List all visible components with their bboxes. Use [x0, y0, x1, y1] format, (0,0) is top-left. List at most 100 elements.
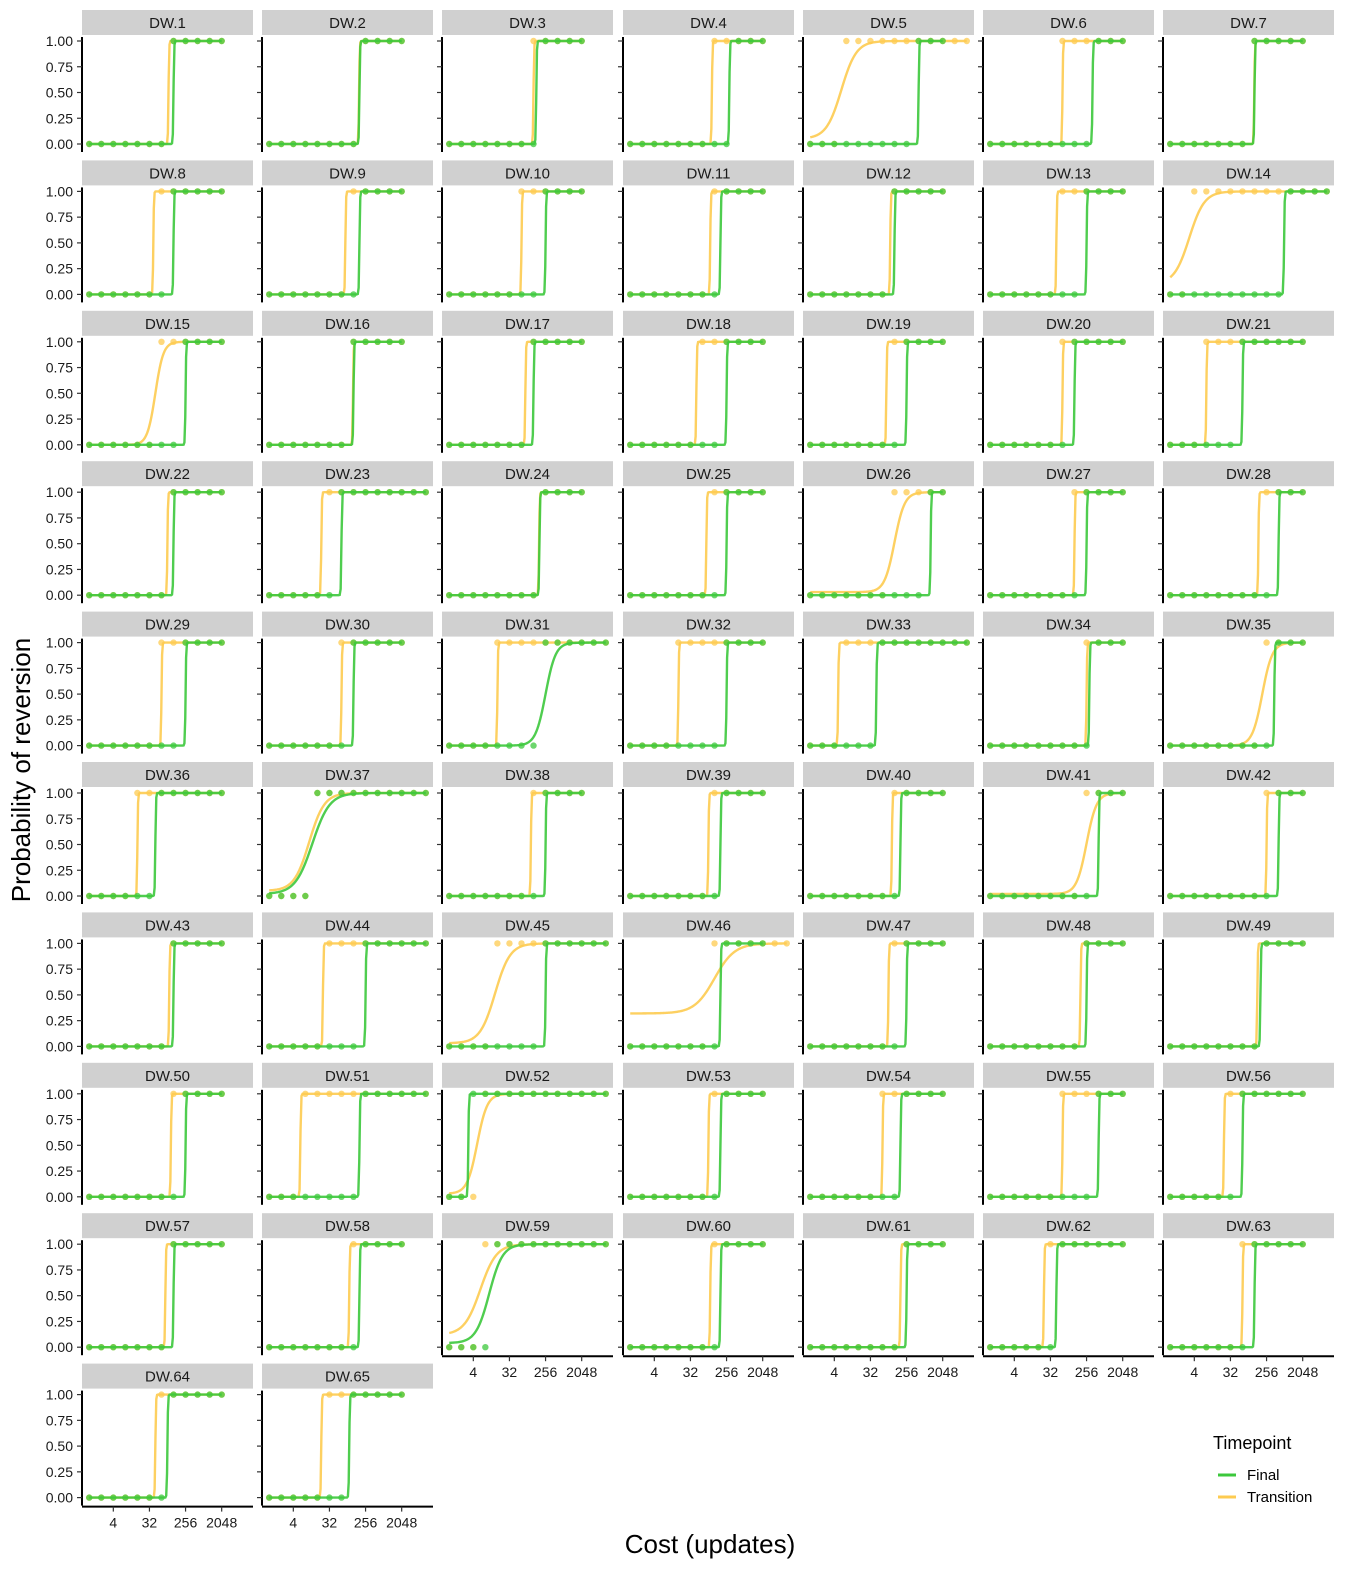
final-point — [326, 789, 333, 797]
transition-point — [1215, 338, 1222, 345]
y-tick-label: 0.00 — [46, 1339, 73, 1355]
transition-point — [530, 789, 537, 797]
transition-curve — [1170, 641, 1303, 747]
transition-curve — [810, 1243, 943, 1349]
final-point — [651, 1344, 658, 1351]
final-point — [170, 1391, 177, 1398]
transition-point — [1227, 338, 1234, 345]
facet-strip — [82, 1213, 253, 1239]
y-tick-label: 1.00 — [46, 484, 73, 500]
final-curve — [89, 942, 222, 1048]
final-point — [518, 441, 525, 448]
facet-strip — [983, 310, 1154, 336]
final-point — [747, 338, 754, 345]
final-point — [627, 892, 634, 900]
final-point — [987, 892, 994, 900]
final-point — [1059, 892, 1066, 900]
final-point — [374, 639, 381, 646]
transition-point — [494, 940, 501, 947]
final-curve — [990, 39, 1123, 146]
final-point — [1179, 291, 1186, 298]
final-point — [554, 1090, 561, 1098]
final-point — [675, 592, 682, 599]
final-point — [819, 1043, 826, 1050]
final-point — [1239, 742, 1246, 749]
final-point — [446, 892, 453, 900]
final-curve — [990, 1243, 1123, 1349]
final-point — [506, 291, 513, 298]
final-point — [362, 489, 369, 496]
facet-panel: DW.31 — [437, 611, 613, 754]
facet-strip — [623, 1213, 794, 1239]
y-tick-label: 1.00 — [46, 935, 73, 951]
final-point — [723, 140, 730, 148]
final-point — [1227, 892, 1234, 900]
final-point — [1251, 892, 1258, 900]
transition-point — [494, 639, 501, 646]
final-point — [891, 140, 898, 148]
final-point — [675, 1344, 682, 1351]
transition-curve — [810, 340, 943, 446]
final-point — [386, 1090, 393, 1098]
facet-panel: DW.40 — [798, 762, 974, 904]
final-point — [999, 1043, 1006, 1050]
final-point — [338, 291, 345, 298]
final-point — [494, 441, 501, 448]
transition-point — [338, 1391, 345, 1398]
transition-point — [326, 1391, 333, 1398]
facet-strip-label: DW.22 — [145, 466, 190, 483]
final-point — [482, 1043, 489, 1050]
transition-point — [915, 489, 922, 496]
y-tick-label: 1.00 — [46, 1387, 73, 1403]
facet-panel: DW.50 0.00 0.25 0.50 0.75 1.00 — [46, 1062, 253, 1205]
x-tick-label: 2048 — [747, 1364, 778, 1380]
facet-strip — [803, 762, 974, 787]
final-point — [747, 940, 754, 947]
transition-point — [350, 188, 357, 195]
final-point — [158, 441, 165, 448]
transition-point — [699, 639, 706, 646]
final-point — [590, 1090, 597, 1098]
final-point — [182, 489, 189, 496]
final-point — [915, 789, 922, 797]
final-point — [566, 1241, 573, 1248]
facet-panel: DW.25 — [618, 461, 794, 604]
final-point — [1047, 140, 1054, 148]
final-point — [1071, 140, 1078, 148]
final-point — [158, 1344, 165, 1351]
facet-strip — [262, 10, 433, 35]
final-point — [110, 892, 117, 900]
final-point — [903, 789, 910, 797]
final-point — [759, 188, 766, 195]
facet-strip-label: DW.51 — [325, 1068, 370, 1085]
facet-strip-label: DW.52 — [505, 1068, 550, 1085]
final-curve — [89, 1092, 222, 1198]
transition-curve — [1170, 340, 1303, 446]
final-point — [843, 291, 850, 298]
final-point — [542, 639, 549, 646]
final-point — [1227, 291, 1234, 298]
facet-strip — [983, 762, 1154, 787]
transition-curve — [89, 340, 222, 446]
final-point — [1299, 639, 1306, 646]
transition-point — [1227, 188, 1234, 195]
final-point — [999, 592, 1006, 599]
final-point — [266, 1193, 273, 1201]
final-point — [747, 188, 754, 195]
final-point — [699, 592, 706, 599]
final-point — [506, 892, 513, 900]
final-curve — [269, 491, 426, 597]
final-point — [867, 592, 874, 599]
final-point — [446, 441, 453, 448]
final-point — [1251, 742, 1258, 749]
final-point — [675, 441, 682, 448]
final-point — [927, 940, 934, 947]
x-tick-label: 4 — [650, 1364, 658, 1380]
final-point — [891, 592, 898, 599]
final-point — [699, 1193, 706, 1201]
transition-point — [891, 489, 898, 496]
final-point — [446, 140, 453, 148]
final-curve — [810, 641, 967, 747]
final-point — [86, 1043, 93, 1050]
final-point — [506, 1090, 513, 1098]
